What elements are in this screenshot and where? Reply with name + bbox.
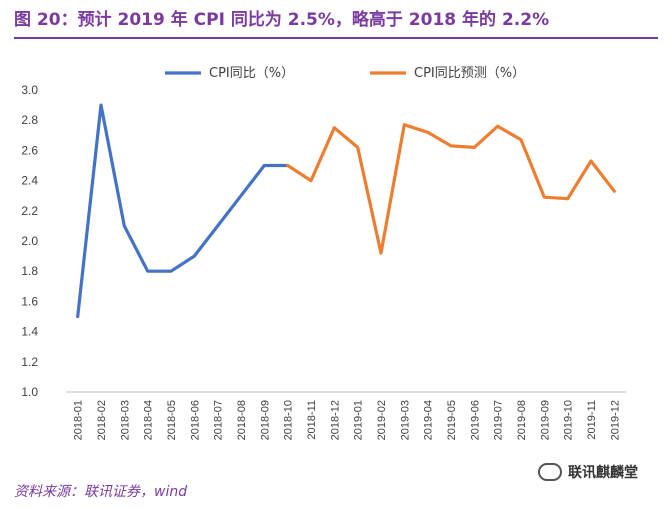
x-tick-label: 2019-07 (493, 400, 505, 440)
x-tick-label: 2019-03 (399, 400, 411, 440)
y-tick-label: 1.2 (21, 355, 38, 369)
legend-label-2: CPI同比预测（%） (414, 66, 525, 81)
x-tick-label: 2018-07 (213, 400, 225, 440)
x-tick-label: 2018-02 (96, 400, 108, 440)
x-tick-label: 2018-01 (73, 400, 85, 440)
y-tick-label: 1.4 (21, 325, 38, 339)
watermark: 联讯麒麟堂 (538, 462, 638, 482)
y-tick-label: 2.2 (21, 204, 38, 218)
y-tick-label: 2.8 (21, 113, 38, 127)
x-tick-label: 2019-05 (446, 400, 458, 440)
x-tick-label: 2019-11 (586, 400, 598, 440)
y-tick-label: 1.8 (21, 264, 38, 278)
wechat-icon (538, 463, 562, 481)
x-tick-label: 2018-11 (306, 400, 318, 440)
x-tick-label: 2019-02 (376, 400, 388, 440)
watermark-text: 联讯麒麟堂 (568, 465, 638, 481)
x-tick-label: 2018-03 (119, 400, 131, 440)
x-tick-label: 2018-10 (283, 400, 295, 440)
y-tick-label: 2.4 (21, 174, 38, 188)
x-tick-label: 2018-06 (189, 400, 201, 440)
series-line-1 (76, 103, 290, 319)
x-tick-label: 2019-08 (516, 400, 528, 440)
x-tick-label: 2018-08 (236, 400, 248, 440)
y-tick-label: 1.6 (21, 294, 38, 308)
x-tick-label: 2019-01 (353, 400, 365, 440)
y-tick-label: 2.6 (21, 143, 38, 157)
x-tick-label: 2018-12 (329, 400, 341, 440)
x-tick-label: 2019-04 (423, 400, 435, 440)
x-tick-label: 2018-09 (259, 400, 271, 440)
legend-label-1: CPI同比（%） (209, 66, 294, 81)
y-tick-label: 2.0 (21, 234, 38, 248)
x-tick-label: 2018-04 (143, 400, 155, 440)
x-tick-label: 2019-10 (563, 400, 575, 440)
figure-source: 资料来源：联讯证券，wind (14, 484, 188, 500)
x-tick-label: 2019-09 (539, 400, 551, 440)
figure-title: 图 20：预计 2019 年 CPI 同比为 2.5%，略高于 2018 年的 … (14, 10, 550, 30)
series-line-2 (286, 123, 616, 255)
x-tick-label: 2019-06 (469, 400, 481, 440)
title-divider (14, 37, 658, 39)
y-tick-label: 3.0 (21, 83, 38, 97)
x-tick-label: 2018-05 (166, 400, 178, 440)
y-tick-label: 1.0 (21, 385, 38, 399)
x-tick-label: 2019-12 (609, 400, 621, 440)
